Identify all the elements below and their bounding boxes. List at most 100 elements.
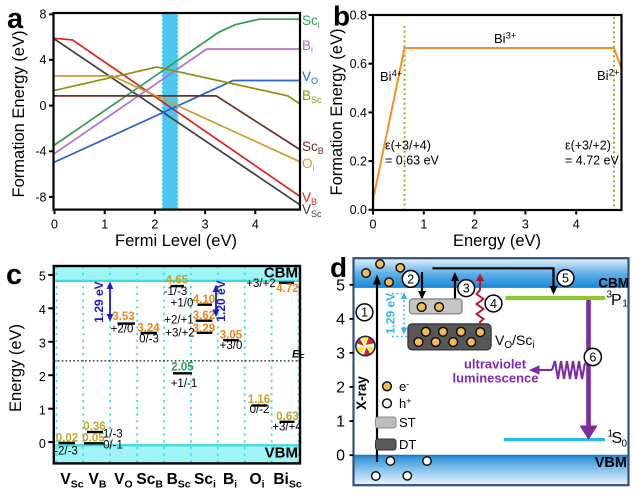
- svg-text:1.29 eV: 1.29 eV: [384, 293, 398, 334]
- svg-text:3.53: 3.53: [112, 311, 134, 323]
- svg-text:ε(+3/+4): ε(+3/+4): [385, 139, 431, 153]
- svg-text:4: 4: [40, 53, 47, 67]
- svg-text:4: 4: [573, 218, 580, 232]
- svg-text:0: 0: [370, 218, 377, 232]
- svg-text:DT: DT: [399, 437, 416, 452]
- svg-text:3.05: 3.05: [220, 330, 243, 342]
- svg-text:BiSc: BiSc: [273, 471, 302, 491]
- svg-text:4.65: 4.65: [166, 274, 189, 286]
- svg-text:VB: VB: [89, 471, 107, 491]
- svg-text:+3/+2: +3/+2: [165, 328, 194, 340]
- svg-text:Bi3+: Bi3+: [494, 31, 517, 47]
- svg-text:0.6: 0.6: [350, 57, 367, 71]
- svg-text:e-: e-: [399, 379, 409, 394]
- svg-text:3.29: 3.29: [193, 323, 215, 335]
- svg-text:4: 4: [490, 297, 497, 311]
- svg-text:1.29 eV: 1.29 eV: [92, 281, 106, 322]
- svg-text:0.4: 0.4: [350, 106, 367, 120]
- svg-text:2.05: 2.05: [171, 362, 194, 374]
- svg-text:+3/+4: +3/+4: [272, 422, 302, 434]
- svg-text:3.62: 3.62: [193, 310, 215, 322]
- svg-text:0.36: 0.36: [83, 421, 105, 433]
- svg-text:S: S: [612, 430, 623, 447]
- svg-text:5: 5: [562, 271, 569, 285]
- svg-text:ScB: ScB: [302, 139, 324, 156]
- svg-text:= 4.72 eV: = 4.72 eV: [565, 154, 620, 168]
- svg-text:VBM: VBM: [265, 445, 298, 462]
- svg-text:1: 1: [622, 299, 628, 310]
- svg-text:5: 5: [336, 277, 345, 294]
- svg-text:0.63: 0.63: [276, 411, 298, 423]
- svg-text:3.24: 3.24: [137, 322, 160, 334]
- svg-text:Bi2+: Bi2+: [597, 68, 620, 84]
- svg-text:Bi: Bi: [302, 38, 313, 55]
- svg-text:luminescence: luminescence: [453, 371, 539, 386]
- svg-text:4.10: 4.10: [193, 294, 215, 306]
- svg-text:0/-1: 0/-1: [103, 440, 123, 452]
- svg-text:BSc: BSc: [167, 471, 191, 491]
- svg-text:4: 4: [336, 311, 345, 328]
- svg-text:+3/0: +3/0: [220, 340, 243, 352]
- svg-text:Bi: Bi: [223, 471, 237, 491]
- svg-text:+2/+1: +2/+1: [164, 315, 193, 327]
- svg-text:Energy (eV): Energy (eV): [7, 324, 25, 412]
- svg-text:2: 2: [407, 272, 414, 286]
- svg-text:-2/-3: -2/-3: [54, 446, 78, 458]
- svg-text:4: 4: [252, 218, 259, 232]
- svg-text:1: 1: [101, 218, 108, 232]
- svg-text:ultraviolet: ultraviolet: [464, 357, 527, 372]
- svg-text:Bi4+: Bi4+: [380, 69, 403, 85]
- svg-text:VO: VO: [114, 471, 133, 491]
- svg-text:3: 3: [607, 290, 613, 301]
- svg-text:P: P: [611, 292, 622, 309]
- svg-text:3: 3: [202, 218, 209, 232]
- svg-text:+2/0: +2/0: [111, 323, 134, 335]
- svg-text:1.16: 1.16: [248, 394, 270, 406]
- svg-text:a: a: [7, 3, 24, 35]
- svg-text:0: 0: [39, 437, 46, 451]
- svg-text:Sci: Sci: [194, 471, 216, 491]
- svg-text:b: b: [333, 1, 350, 32]
- svg-text:1: 1: [361, 306, 368, 320]
- svg-text:2: 2: [39, 370, 46, 384]
- svg-text:1: 1: [336, 414, 345, 431]
- svg-text:4.72: 4.72: [276, 283, 298, 295]
- svg-text:6: 6: [589, 350, 596, 364]
- svg-text:0: 0: [622, 439, 628, 450]
- svg-text:-4: -4: [35, 145, 46, 159]
- svg-text:Oi: Oi: [250, 471, 265, 491]
- svg-text:5: 5: [39, 270, 46, 284]
- svg-text:X-ray: X-ray: [354, 376, 369, 410]
- svg-text:0.02: 0.02: [56, 432, 78, 444]
- svg-text:BSc: BSc: [302, 88, 322, 105]
- svg-text:Oi: Oi: [302, 156, 315, 173]
- svg-text:2: 2: [471, 218, 478, 232]
- svg-text:ε(+3/+2): ε(+3/+2): [565, 139, 611, 153]
- svg-text:-1/-3: -1/-3: [164, 286, 188, 298]
- svg-text:0/-2: 0/-2: [250, 404, 270, 416]
- svg-text:0/-3: 0/-3: [139, 334, 159, 346]
- svg-text:1.20 eV: 1.20 eV: [214, 280, 228, 321]
- svg-text:+1/0: +1/0: [171, 298, 194, 310]
- svg-text:d: d: [330, 252, 347, 283]
- svg-text:VO: VO: [302, 69, 318, 86]
- svg-text:Formation Energy (eV): Formation Energy (eV): [10, 31, 28, 198]
- svg-text:0.0: 0.0: [350, 203, 367, 217]
- svg-text:CBM: CBM: [598, 276, 629, 291]
- svg-text:0.2: 0.2: [350, 155, 367, 169]
- svg-text:ST: ST: [399, 415, 416, 430]
- svg-text:1: 1: [39, 403, 46, 417]
- svg-text:2: 2: [336, 380, 345, 397]
- svg-text:1: 1: [608, 429, 614, 440]
- svg-text:4: 4: [39, 303, 46, 317]
- svg-text:0.05: 0.05: [82, 433, 105, 445]
- svg-text:= 0.63 eV: = 0.63 eV: [385, 154, 440, 168]
- svg-text:VSc: VSc: [60, 471, 83, 491]
- svg-text:3: 3: [39, 337, 46, 351]
- svg-text:VBM: VBM: [595, 455, 627, 471]
- svg-text:0: 0: [40, 99, 47, 113]
- svg-text:CBM: CBM: [264, 265, 298, 282]
- svg-text:ScB: ScB: [136, 471, 163, 491]
- svg-text:3: 3: [522, 218, 529, 232]
- svg-text:0: 0: [336, 448, 345, 465]
